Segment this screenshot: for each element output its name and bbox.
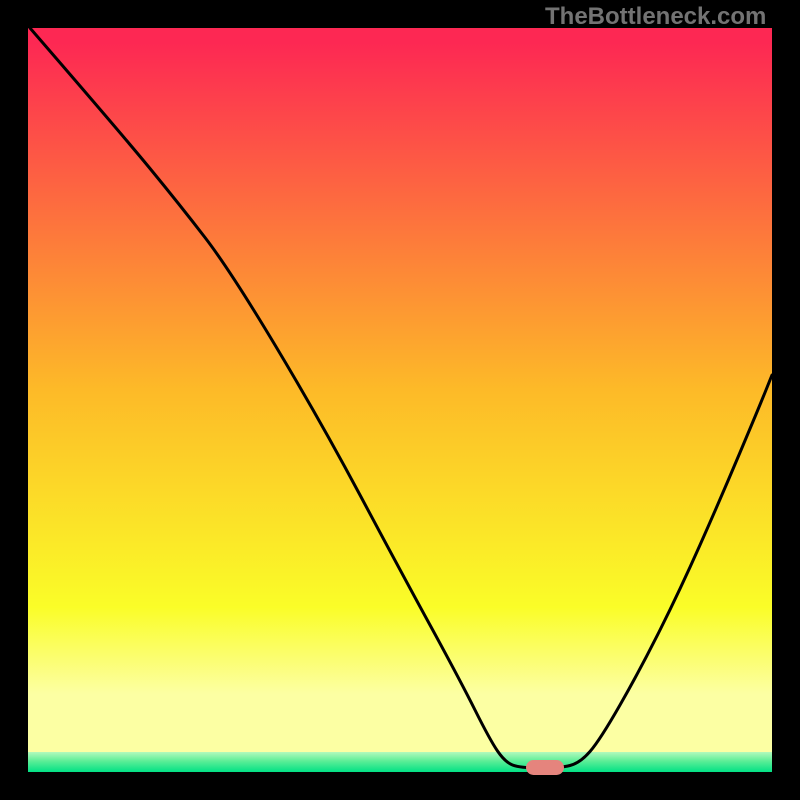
chart-container	[28, 28, 772, 772]
optimal-marker	[526, 760, 564, 775]
bottleneck-curve	[28, 28, 772, 772]
watermark-text: TheBottleneck.com	[545, 3, 766, 31]
curve-path	[30, 28, 772, 768]
